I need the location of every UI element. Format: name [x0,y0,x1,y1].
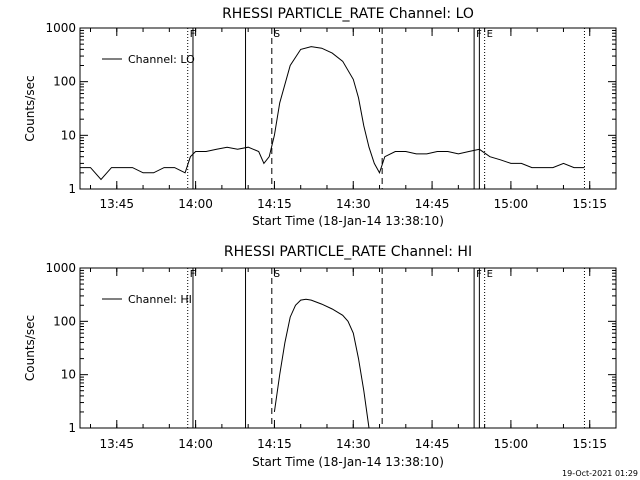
timestamp-label: 19-Oct-2021 01:29 [562,469,638,478]
series-line [80,46,585,181]
marker-label: E [487,269,493,280]
legend-entry: Channel: HI [128,293,192,306]
x-tick-label: 14:00 [178,437,213,451]
x-tick-label: 15:15 [572,197,607,211]
x-tick-label: 14:15 [257,197,292,211]
panel-lo: RHESSI PARTICLE_RATE Channel: LO 1 10 100 10… [23,6,617,228]
y-tick-label: 100 [53,75,76,89]
x-tick-label: 15:00 [494,197,529,211]
marker-label: E [487,29,493,40]
y-axis-label: Counts/sec [23,315,37,381]
y-tick-label: 100 [53,314,76,328]
x-tick-label: 13:45 [99,197,134,211]
plot-frame [79,267,617,429]
y-axis-label: Counts/sec [23,75,37,141]
x-axis-label: Start Time (18-Jan-14 13:38:10) [252,455,444,469]
y-tick-label: 10 [61,368,76,382]
y-tick-label: 1000 [45,261,76,275]
x-tick-label: 15:15 [572,437,607,451]
y-tick-label: 1 [68,182,76,196]
series-line [273,298,370,429]
x-tick-label: 14:30 [336,437,371,451]
x-tick-label: 14:45 [415,437,450,451]
chart-title: RHESSI PARTICLE_RATE Channel: HI [224,244,472,260]
x-tick-label: 14:15 [257,437,292,451]
x-tick-label: 15:00 [494,437,529,451]
x-tick-label: 14:30 [336,197,371,211]
x-tick-label: 13:45 [99,437,134,451]
panel-hi: RHESSI PARTICLE_RATE Channel: HI 1 10 100 10… [23,244,617,469]
y-tick-label: 1000 [45,21,76,35]
marker-label: S [274,29,280,40]
x-tick-label: 14:45 [415,197,450,211]
y-tick-label: 10 [61,128,76,142]
legend-entry: Channel: LO [128,53,195,66]
x-tick-label: 14:00 [178,197,213,211]
plot-frame [79,27,617,190]
chart-title: RHESSI PARTICLE_RATE Channel: LO [222,6,474,22]
marker-label: S [274,269,280,280]
x-axis-label: Start Time (18-Jan-14 13:38:10) [252,214,444,228]
y-tick-label: 1 [68,421,76,435]
